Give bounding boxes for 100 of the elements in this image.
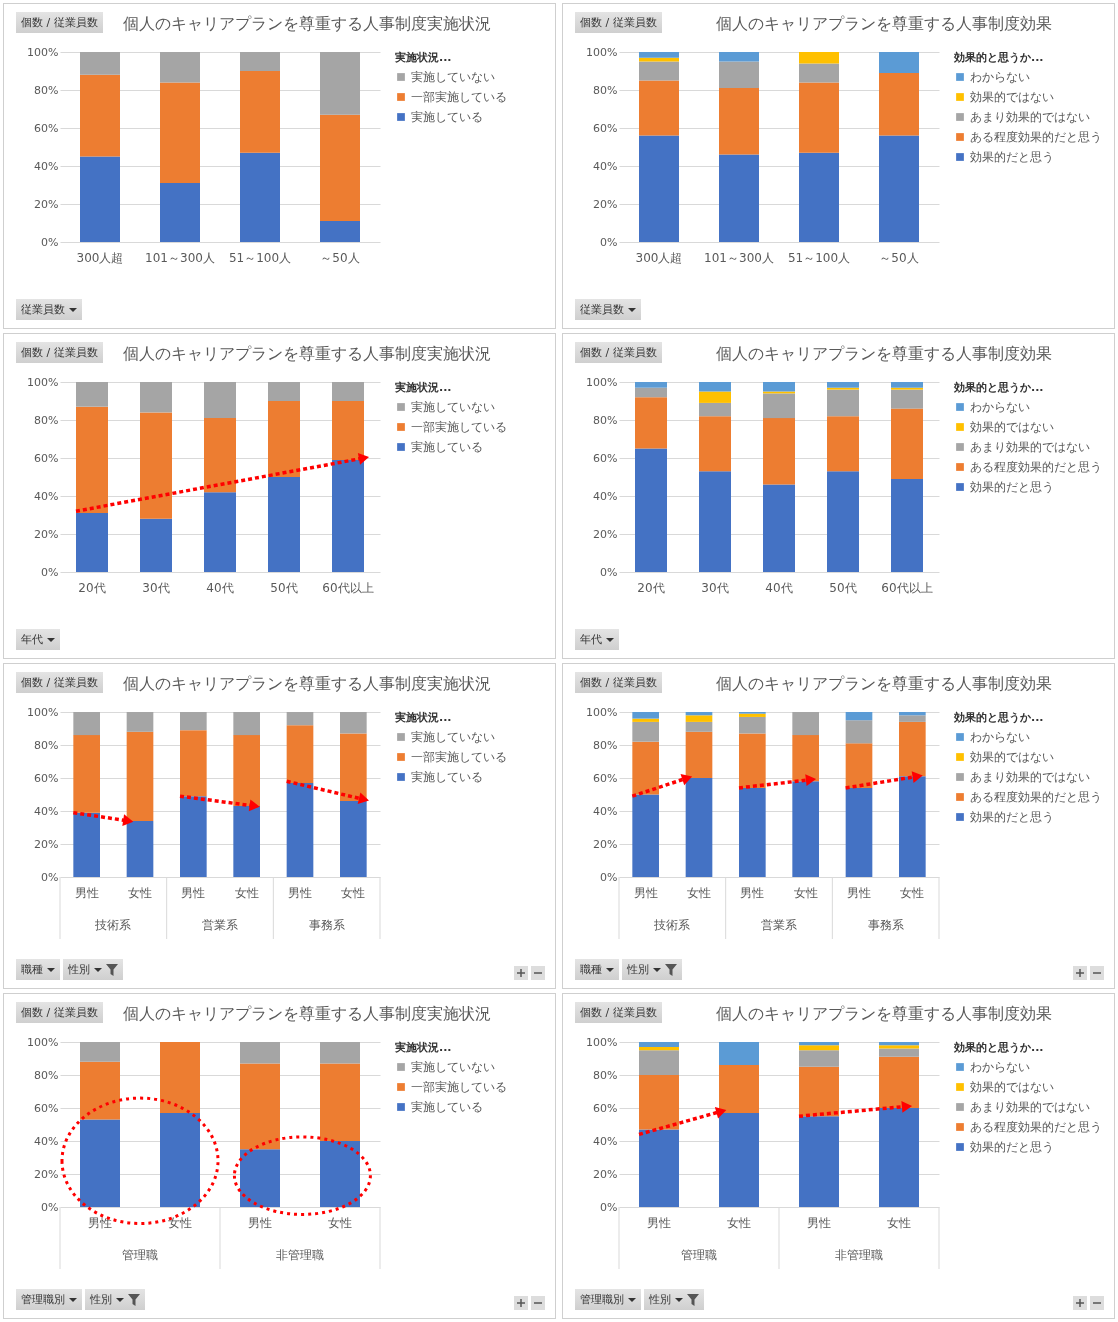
- x-tick-label: 男性: [74, 885, 99, 900]
- legend-label: 効果的ではない: [970, 1080, 1054, 1094]
- y-tick-label: 80%: [593, 83, 618, 97]
- x-tick-label: 男性: [181, 885, 206, 900]
- legend-title: 効果的と思うか...: [953, 1041, 1044, 1054]
- y-tick-label: 40%: [34, 489, 59, 503]
- legend-label: あまり効果的ではない: [970, 770, 1090, 784]
- legend-label: 効果的だと思う: [970, 810, 1054, 824]
- y-tick-label: 80%: [34, 738, 59, 752]
- legend-label: わからない: [970, 730, 1030, 744]
- legend-label: 実施している: [411, 110, 483, 124]
- y-tick-label: 0%: [600, 565, 618, 579]
- text: 管理職別 性別: [580, 1293, 671, 1306]
- y-tick-label: 100%: [586, 1035, 618, 1049]
- y-tick-label: 60%: [593, 1101, 618, 1115]
- chart-title: 個人のキャリアプランを尊重する人事制度実施状況: [122, 14, 491, 33]
- x-tick-label: 男性: [847, 885, 871, 900]
- x-tick-label: 女性: [168, 1215, 192, 1230]
- text: 技術系: [94, 918, 132, 932]
- x-tick-label: 女性: [128, 885, 152, 900]
- y-axis-title: 個数 / 従業員数: [16, 1002, 103, 1023]
- legend-title: 実施状況...: [394, 1041, 452, 1054]
- legend-label: 実施していない: [411, 730, 495, 744]
- x-tick-label: 60代以上: [881, 580, 933, 595]
- x-axis-title: 年代: [580, 632, 602, 647]
- legend-label: 一部実施している: [411, 420, 507, 434]
- y-axis-title: 個数 / 従業員数: [16, 342, 103, 363]
- legend-label: 実施していない: [411, 400, 495, 414]
- legend-label: わからない: [970, 1060, 1030, 1074]
- y-tick-label: 20%: [593, 837, 618, 851]
- legend-label: 効果的だと思う: [970, 480, 1054, 494]
- x-tick-label: 女性: [328, 1215, 352, 1230]
- legend-title: 実施状況...: [394, 711, 452, 724]
- y-tick-label: 20%: [34, 837, 59, 851]
- chart-title: 個人のキャリアプランを尊重する人事制度効果: [715, 1004, 1052, 1023]
- y-axis-title: 個数 / 従業員数: [16, 672, 103, 693]
- x-tick-label: 30代: [142, 580, 170, 595]
- legend-label: あまり効果的ではない: [970, 1100, 1090, 1114]
- x-tick-label: 51～100人: [228, 250, 292, 265]
- y-tick-label: 40%: [593, 804, 618, 818]
- y-tick-label: 0%: [41, 235, 59, 249]
- y-tick-label: 60%: [34, 451, 59, 465]
- y-tick-label: 60%: [34, 1101, 59, 1115]
- x-tick-label: 男性: [288, 885, 312, 900]
- x-tick-label: 50代: [829, 580, 857, 595]
- text: 事務系: [308, 918, 345, 932]
- text: 職種 性別: [21, 963, 90, 976]
- x-tick-label: 男性: [633, 885, 658, 900]
- legend-label: 効果的ではない: [970, 90, 1054, 104]
- y-tick-label: 40%: [593, 489, 618, 503]
- x-tick-label: 女性: [793, 885, 818, 900]
- legend-title: 効果的と思うか...: [953, 51, 1044, 64]
- y-tick-label: 40%: [34, 804, 59, 818]
- y-tick-label: 20%: [593, 197, 618, 211]
- text: 非管理職: [276, 1248, 324, 1262]
- text: 事務系: [867, 918, 904, 932]
- y-tick-label: 40%: [593, 1134, 618, 1148]
- legend-label: 効果的ではない: [970, 420, 1054, 434]
- legend-label: 一部実施している: [411, 1080, 507, 1094]
- x-tick-label: 40代: [765, 580, 793, 595]
- y-tick-label: 100%: [586, 705, 618, 719]
- y-tick-label: 40%: [593, 159, 618, 173]
- y-tick-label: 40%: [34, 1134, 59, 1148]
- legend-label: わからない: [970, 70, 1030, 84]
- chart-title: 個人のキャリアプランを尊重する人事制度効果: [715, 14, 1052, 33]
- x-tick-label: 男性: [248, 1215, 272, 1230]
- legend-title: 実施状況...: [394, 381, 452, 394]
- y-tick-label: 100%: [27, 1035, 59, 1049]
- x-tick-label: ～50人: [879, 250, 919, 265]
- x-tick-label: 300人超: [76, 250, 124, 265]
- chart-title: 個人のキャリアプランを尊重する人事制度実施状況: [122, 1004, 491, 1023]
- legend-label: ある程度効果的だと思う: [970, 790, 1102, 804]
- y-tick-label: 40%: [34, 159, 59, 173]
- x-tick-label: 男性: [807, 1215, 831, 1230]
- x-tick-label: 男性: [647, 1215, 671, 1230]
- y-tick-label: 100%: [586, 45, 618, 59]
- text: 営業系: [761, 918, 797, 932]
- legend-label: 実施していない: [411, 1060, 495, 1074]
- legend-label: 実施している: [411, 440, 483, 454]
- y-tick-label: 100%: [586, 375, 618, 389]
- y-tick-label: 80%: [34, 413, 59, 427]
- x-tick-label: ～50人: [320, 250, 360, 265]
- chart-title: 個人のキャリアプランを尊重する人事制度実施状況: [122, 344, 491, 363]
- y-tick-label: 0%: [600, 870, 618, 884]
- legend-label: あまり効果的ではない: [970, 110, 1090, 124]
- legend-label: ある程度効果的だと思う: [970, 1120, 1102, 1134]
- text: 管理職別 性別: [21, 1293, 112, 1306]
- y-tick-label: 80%: [593, 1068, 618, 1082]
- legend-label: 実施している: [411, 770, 483, 784]
- x-tick-label: 女性: [727, 1215, 751, 1230]
- y-tick-label: 20%: [593, 527, 618, 541]
- legend-title: 効果的と思うか...: [953, 381, 1044, 394]
- y-tick-label: 60%: [593, 451, 618, 465]
- y-tick-label: 60%: [34, 771, 59, 785]
- y-tick-label: 20%: [593, 1167, 618, 1181]
- x-tick-label: 女性: [687, 885, 711, 900]
- y-tick-label: 100%: [27, 705, 59, 719]
- y-axis-title: 個数 / 従業員数: [575, 12, 662, 33]
- text: 管理職: [122, 1248, 158, 1262]
- x-tick-label: 20代: [637, 580, 665, 595]
